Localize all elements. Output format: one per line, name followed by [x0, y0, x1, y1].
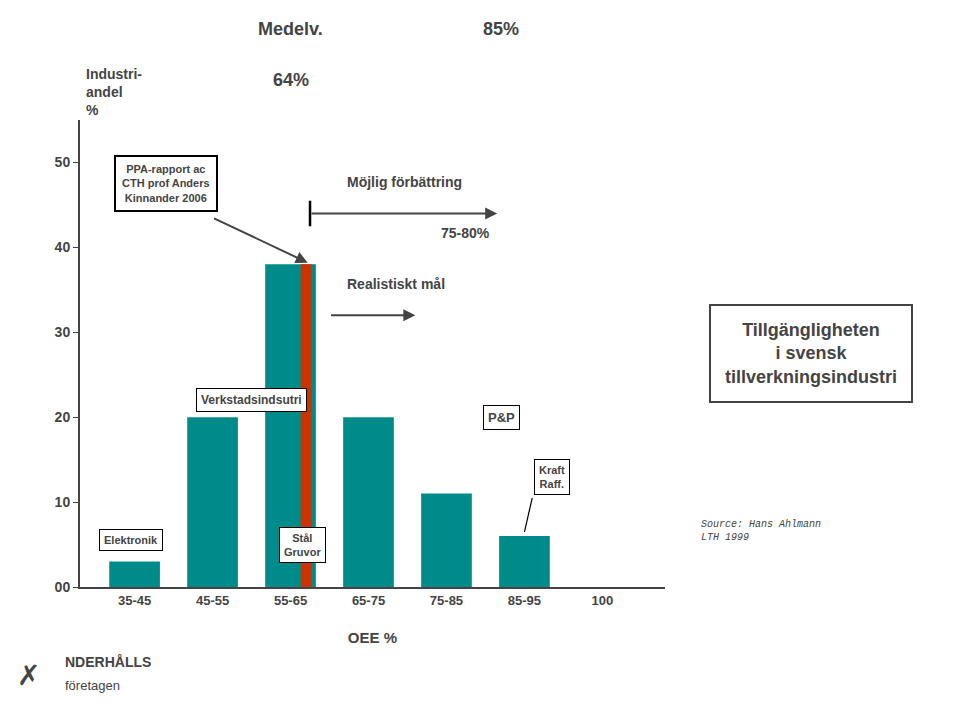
svg-text:64%: 64% — [273, 70, 309, 90]
svg-text:NDERHÅLLS: NDERHÅLLS — [65, 654, 151, 670]
svg-text:40: 40 — [55, 239, 71, 255]
svg-text:100: 100 — [592, 593, 614, 608]
svg-text:85%: 85% — [483, 19, 519, 39]
svg-text:00: 00 — [55, 579, 71, 595]
svg-text:Elektronik: Elektronik — [104, 534, 158, 546]
svg-text:75-85: 75-85 — [430, 593, 463, 608]
svg-text:45-55: 45-55 — [196, 593, 229, 608]
svg-text:Industri-andel%: Industri-andel% — [86, 66, 142, 118]
svg-text:10: 10 — [55, 494, 71, 510]
svg-text:Möjlig förbättring: Möjlig förbättring — [347, 174, 462, 190]
svg-text:företagen: företagen — [65, 678, 120, 693]
svg-text:55-65: 55-65 — [274, 593, 307, 608]
svg-text:✗: ✗ — [17, 660, 40, 691]
svg-text:KraftRaff.: KraftRaff. — [539, 464, 565, 490]
svg-text:Medelv.: Medelv. — [258, 19, 323, 39]
svg-text:50: 50 — [55, 154, 71, 170]
svg-text:30: 30 — [55, 324, 71, 340]
svg-text:Source: Hans AhlmannLTH 1999: Source: Hans AhlmannLTH 1999 — [701, 519, 821, 543]
svg-text:P&P: P&P — [488, 410, 515, 425]
svg-text:20: 20 — [55, 409, 71, 425]
svg-text:Verkstadsindsutri: Verkstadsindsutri — [201, 393, 302, 407]
svg-text:35-45: 35-45 — [118, 593, 151, 608]
svg-text:85-95: 85-95 — [508, 593, 541, 608]
svg-text:Realistiskt mål: Realistiskt mål — [347, 276, 445, 292]
svg-text:75-80%: 75-80% — [441, 225, 490, 241]
svg-text:Tillgängligheteni svensktillve: Tillgängligheteni svensktillverkningsind… — [725, 320, 897, 387]
svg-text:65-75: 65-75 — [352, 593, 385, 608]
svg-text:StålGruvor: StålGruvor — [284, 532, 321, 558]
svg-text:OEE %: OEE % — [348, 629, 397, 646]
svg-text:PPA-rapport acCTH prof AndersK: PPA-rapport acCTH prof AndersKinnander 2… — [122, 163, 210, 204]
